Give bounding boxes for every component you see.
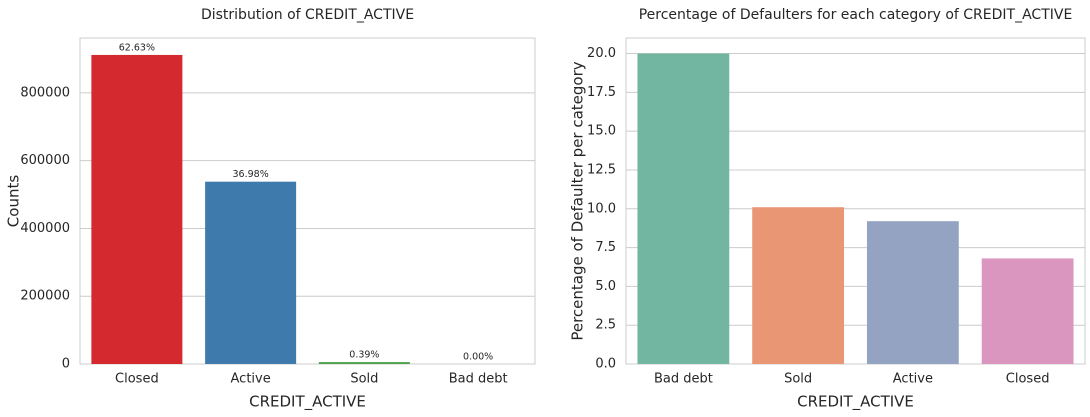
bar [637,53,730,365]
y-tick-label: 5.0 [595,279,616,294]
y-axis-label: Counts [5,175,23,228]
y-tick-label: 20.0 [587,46,616,61]
y-axis-label: Percentage of Defaulter per category [569,61,587,340]
chart-title: Distribution of CREDIT_ACTIVE [201,7,414,23]
bar [866,221,959,364]
bar [981,258,1074,364]
bar [205,181,297,364]
x-axis-label: CREDIT_ACTIVE [797,393,914,412]
y-tick-label: 2.5 [595,318,616,333]
bar [752,207,845,364]
x-tick-label: Bad debt [654,372,713,387]
plot-frame [625,37,1086,365]
x-tick-label: Closed [1006,372,1050,387]
bar [318,362,410,364]
y-tick-label: 10.0 [587,201,616,216]
y-tick-label: 7.5 [595,240,616,255]
x-tick-label: Active [893,372,933,387]
y-tick-label: 600000 [20,153,70,168]
y-tick-label: 17.5 [587,85,616,100]
y-tick-label: 800000 [20,85,70,100]
x-axis-label: CREDIT_ACTIVE [249,393,366,412]
bar-annotation: 62.63% [119,42,155,53]
y-tick-label: 15.0 [587,124,616,139]
y-tick-label: 200000 [20,289,70,304]
bar-annotation: 36.98% [233,169,269,180]
y-tick-label: 12.5 [587,162,616,177]
x-tick-label: Bad debt [449,372,508,387]
y-tick-label: 400000 [20,221,70,236]
x-tick-label: Sold [350,372,378,387]
y-tick-label: 0.0 [595,357,616,372]
x-tick-label: Sold [784,372,812,387]
chart-title: Percentage of Defaulters for each catego… [639,7,1073,23]
bar-annotation: 0.00% [463,351,493,362]
plot-frame [79,37,536,365]
x-tick-label: Active [231,372,271,387]
x-tick-label: Closed [115,372,159,387]
bar-annotation: 0.39% [349,350,379,361]
bar [91,54,183,364]
y-tick-label: 0 [62,357,70,372]
